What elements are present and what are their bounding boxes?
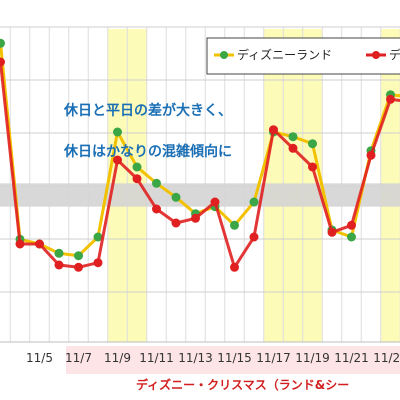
x-tick-label: 11/13 [178,351,213,365]
data-point-0-7 [132,162,142,172]
data-point-1-0 [0,57,5,67]
data-point-1-2 [35,239,44,249]
axis-layer: 11/5 11/7 11/9 11/11 11/13 11/15 11/17 11/19 11/… [0,341,400,365]
data-point-1-6 [113,155,122,165]
footer-strip [0,374,400,400]
data-point-0-13 [249,197,259,207]
data-point-0-18 [347,232,356,242]
x-tick-label: 11/17 [256,351,291,365]
data-point-0-5 [93,232,103,242]
data-point-1-9 [171,218,181,228]
reference-band-layer [0,183,400,207]
x-tick-label: 11/11 [139,351,174,365]
x-label-strip [66,346,400,374]
data-point-0-15 [288,132,298,142]
data-point-1-4 [74,262,83,272]
data-point-1-1 [15,239,25,249]
data-point-1-12 [230,262,239,272]
data-point-1-5 [93,258,103,268]
series-layer [0,38,400,272]
x-tick-label: 11/15 [217,351,252,365]
data-point-1-3 [54,260,64,270]
data-point-0-16 [308,139,317,149]
data-point-1-16 [308,162,317,172]
data-point-1-14 [269,125,278,135]
legend-label-land: ディズニーランド [237,47,332,62]
data-point-0-6 [113,127,122,137]
data-point-0-9 [171,192,181,202]
data-point-0-3 [54,248,64,258]
data-point-1-13 [249,232,259,242]
reference-band [0,183,400,207]
x-tick-label: 11/5 [26,351,53,365]
data-point-1-19 [366,150,376,160]
x-tick-label: 11/19 [295,351,330,365]
x-tick-label: 11/9 [104,351,131,365]
annotation-line-2: 休日はかなりの混雑傾向に [63,143,232,160]
data-point-0-8 [152,178,161,188]
legend-label-sea: ディズニーシー [389,47,400,62]
series-line-1 [0,61,400,269]
data-point-1-17 [327,227,337,237]
annotation-line-1: 休日と平日の差が大きく、 [63,102,232,119]
legend-swatch-land-marker [220,51,228,59]
data-point-1-8 [152,204,161,214]
data-point-0-0 [0,38,5,48]
data-point-0-12 [230,220,239,230]
data-point-1-11 [210,197,220,207]
legend: ディズニーランド ディズニーシー [206,37,400,75]
data-point-0-4 [74,251,83,261]
data-point-1-18 [347,220,356,230]
data-point-1-20 [386,94,395,104]
x-tick-label: 11/21 [334,351,369,365]
footer-label: ディズニー・クリスマス（ランド&シー [136,377,349,392]
data-point-1-7 [132,174,142,184]
data-point-1-15 [288,143,298,153]
x-tick-label: 11/7 [65,351,92,365]
data-point-1-10 [191,213,200,223]
x-tick-label: 11/23 [373,351,400,365]
legend-swatch-sea-marker [372,51,380,59]
